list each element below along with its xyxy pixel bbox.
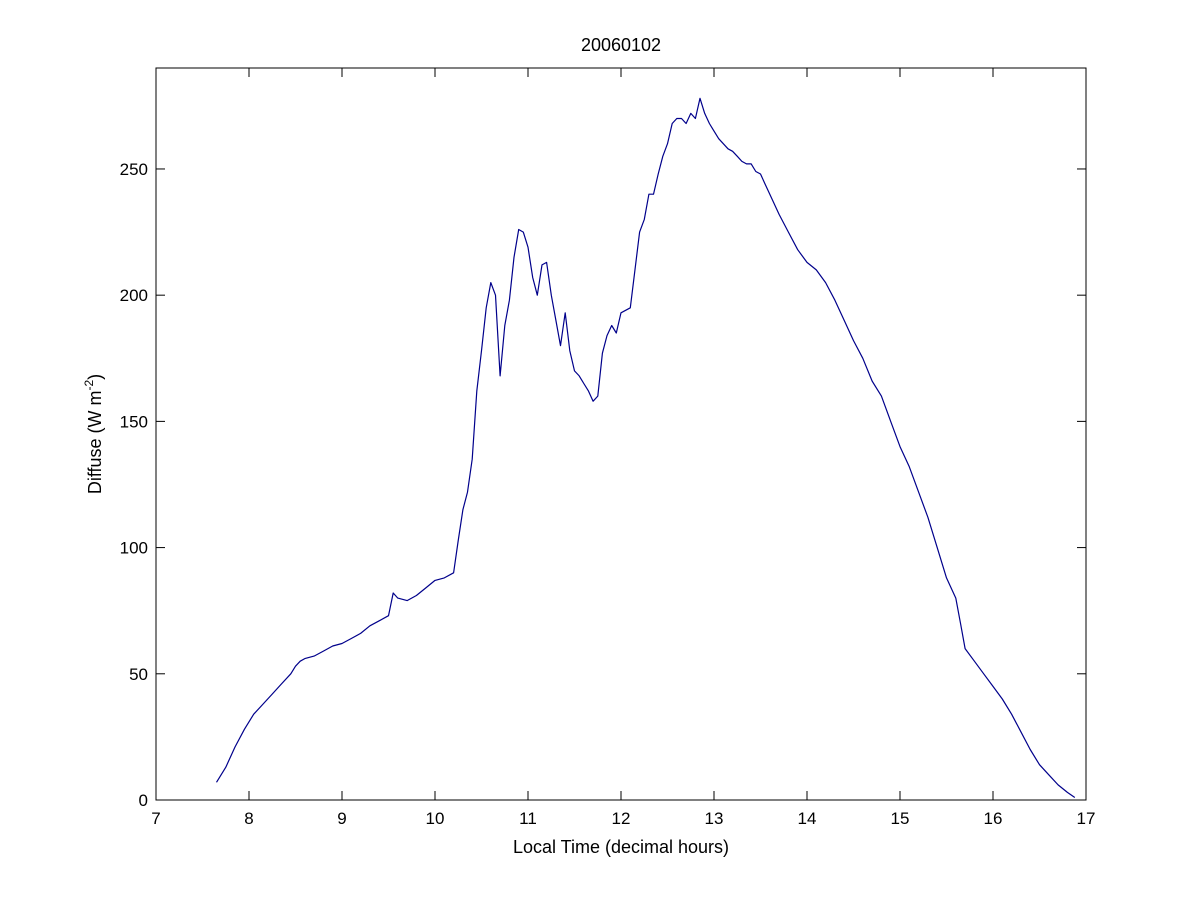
y-axis-title-base: Diffuse (W m	[85, 390, 105, 494]
y-tick-label: 50	[129, 665, 148, 684]
plot-frame	[155, 67, 1087, 801]
x-tick-label: 17	[1077, 809, 1096, 828]
y-tick-label: 200	[120, 286, 148, 305]
y-tick-label: 100	[120, 539, 148, 558]
x-tick-label: 16	[984, 809, 1003, 828]
x-tick-label: 11	[519, 809, 537, 828]
y-axis-title-superscript: -2	[82, 379, 96, 390]
x-tick-label: 7	[151, 809, 160, 828]
plot-area	[156, 68, 1086, 800]
x-tick-label: 12	[612, 809, 631, 828]
axis-tick-labels: 7 8 9 10 11 12 13 14 15 16 17 0 50 100 150 200 250	[120, 160, 1096, 828]
diffuse-radiation-series-line	[215, 97, 1076, 798]
chart-title: 20060102	[581, 35, 661, 55]
x-tick-label: 15	[891, 809, 910, 828]
x-axis-title: Local Time (decimal hours)	[513, 837, 729, 857]
y-tick-label: 150	[120, 412, 148, 431]
x-tick-label: 8	[244, 809, 253, 828]
y-axis-title-suffix: )	[85, 374, 105, 380]
y-tick-label: 250	[120, 160, 148, 179]
y-axis-title: Diffuse (W m-2)	[82, 374, 105, 494]
x-tick-label: 14	[798, 809, 817, 828]
y-tick-label: 0	[139, 791, 148, 810]
x-tick-label: 13	[705, 809, 724, 828]
x-tick-label: 9	[337, 809, 346, 828]
x-tick-label: 10	[426, 809, 445, 828]
